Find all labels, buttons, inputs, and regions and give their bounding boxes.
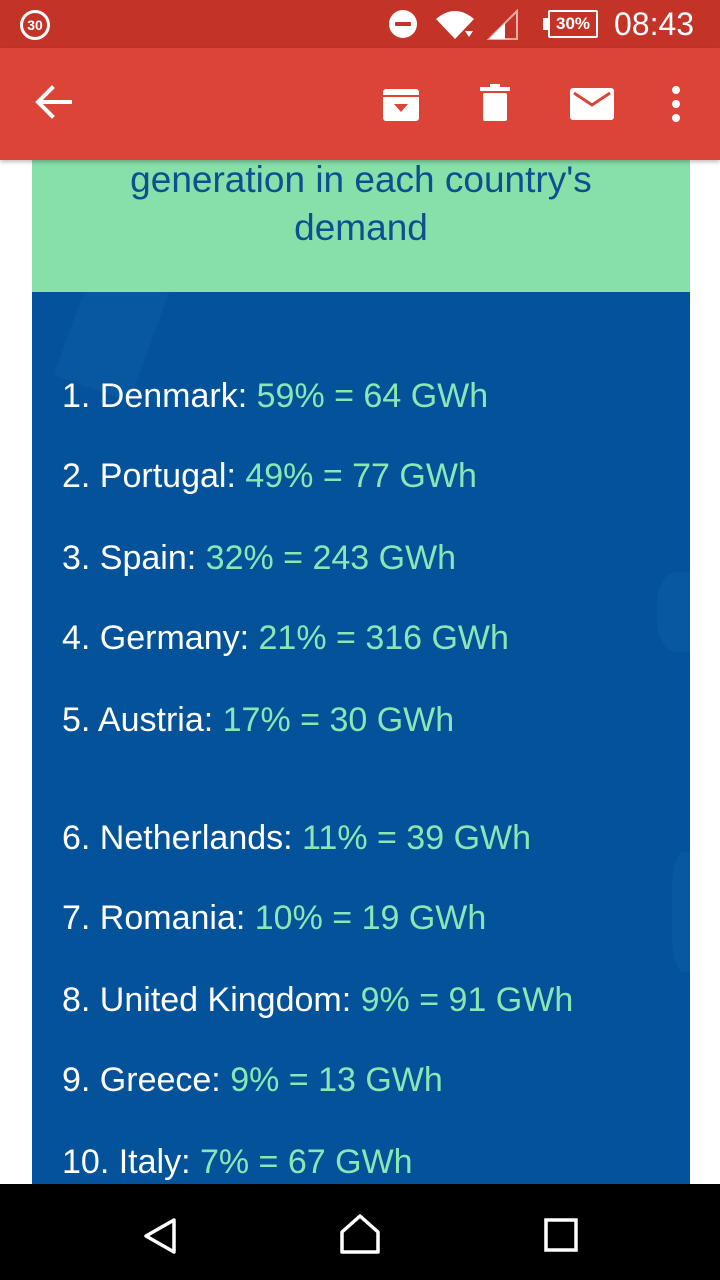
do-not-disturb-icon: [389, 10, 417, 38]
country-label: 7. Romania:: [62, 899, 255, 937]
map-decoration: [657, 572, 690, 652]
card-header-line-2: demand: [294, 207, 428, 248]
trash-icon[interactable]: [480, 84, 510, 122]
share-value: 21% = 316 GWh: [258, 619, 509, 657]
country-label: 3. Spain:: [62, 539, 206, 577]
share-value: 59% = 64 GWh: [256, 377, 489, 415]
share-value: 49% = 77 GWh: [245, 457, 477, 495]
card-header-text: generation in each country's demand: [32, 160, 690, 252]
share-value: 9% = 91 GWh: [360, 981, 574, 1019]
more-vert-icon[interactable]: [666, 84, 686, 124]
country-label: 1. Denmark:: [62, 377, 257, 415]
app-bar: [0, 48, 720, 160]
list-item: 1. Denmark: 59% = 64 GWh: [62, 376, 488, 416]
list-item: 4. Germany: 21% = 316 GWh: [62, 618, 509, 658]
country-label: 2. Portugal:: [62, 457, 246, 495]
share-value: 7% = 67 GWh: [199, 1143, 413, 1181]
country-label: 4. Germany:: [62, 619, 259, 657]
notification-count-badge: 30: [20, 10, 50, 40]
nav-back-icon[interactable]: [140, 1216, 180, 1256]
country-label: 5. Austria:: [62, 701, 223, 739]
list-item: 2. Portugal: 49% = 77 GWh: [62, 456, 477, 496]
list-item: 10. Italy: 7% = 67 GWh: [62, 1142, 413, 1182]
share-value: 10% = 19 GWh: [254, 899, 487, 937]
battery-indicator: 30%: [548, 10, 598, 38]
mail-icon[interactable]: [570, 88, 614, 120]
battery-tip-icon: [543, 18, 548, 30]
navigation-bar: [0, 1184, 720, 1280]
list-item: 8. United Kingdom: 9% = 91 GWh: [62, 980, 573, 1020]
list-item: 9. Greece: 9% = 13 GWh: [62, 1060, 443, 1100]
list-item: 7. Romania: 10% = 19 GWh: [62, 898, 486, 938]
share-value: 17% = 30 GWh: [222, 701, 455, 739]
card-header: generation in each country's demand: [32, 160, 690, 292]
country-label: 8. United Kingdom:: [62, 981, 361, 1019]
share-value: 32% = 243 GWh: [205, 539, 457, 577]
country-label: 10. Italy:: [62, 1143, 200, 1181]
email-content[interactable]: generation in each country's demand 1. D…: [0, 160, 720, 1184]
list-item: 6. Netherlands: 11% = 39 GWh: [62, 818, 531, 858]
clock: 08:43: [614, 6, 695, 42]
back-arrow-icon[interactable]: [34, 84, 74, 120]
list-item: 3. Spain: 32% = 243 GWh: [62, 538, 456, 578]
wifi-icon: [436, 11, 474, 39]
status-bar: 30 30% 08:43: [0, 0, 720, 48]
country-label: 9. Greece:: [62, 1061, 231, 1099]
ranking-card: 1. Denmark: 59% = 64 GWh 2. Portugal: 49…: [32, 292, 690, 1184]
map-decoration: [672, 852, 690, 972]
nav-recents-icon[interactable]: [544, 1218, 578, 1252]
nav-home-icon[interactable]: [338, 1212, 382, 1256]
card-header-line-1: generation in each country's: [130, 160, 592, 200]
cell-signal-icon: [487, 9, 518, 40]
share-value: 11% = 39 GWh: [302, 819, 532, 857]
share-value: 9% = 13 GWh: [230, 1061, 443, 1099]
country-label: 6. Netherlands:: [62, 819, 303, 857]
archive-icon[interactable]: [382, 86, 420, 122]
list-item: 5. Austria: 17% = 30 GWh: [62, 700, 454, 740]
